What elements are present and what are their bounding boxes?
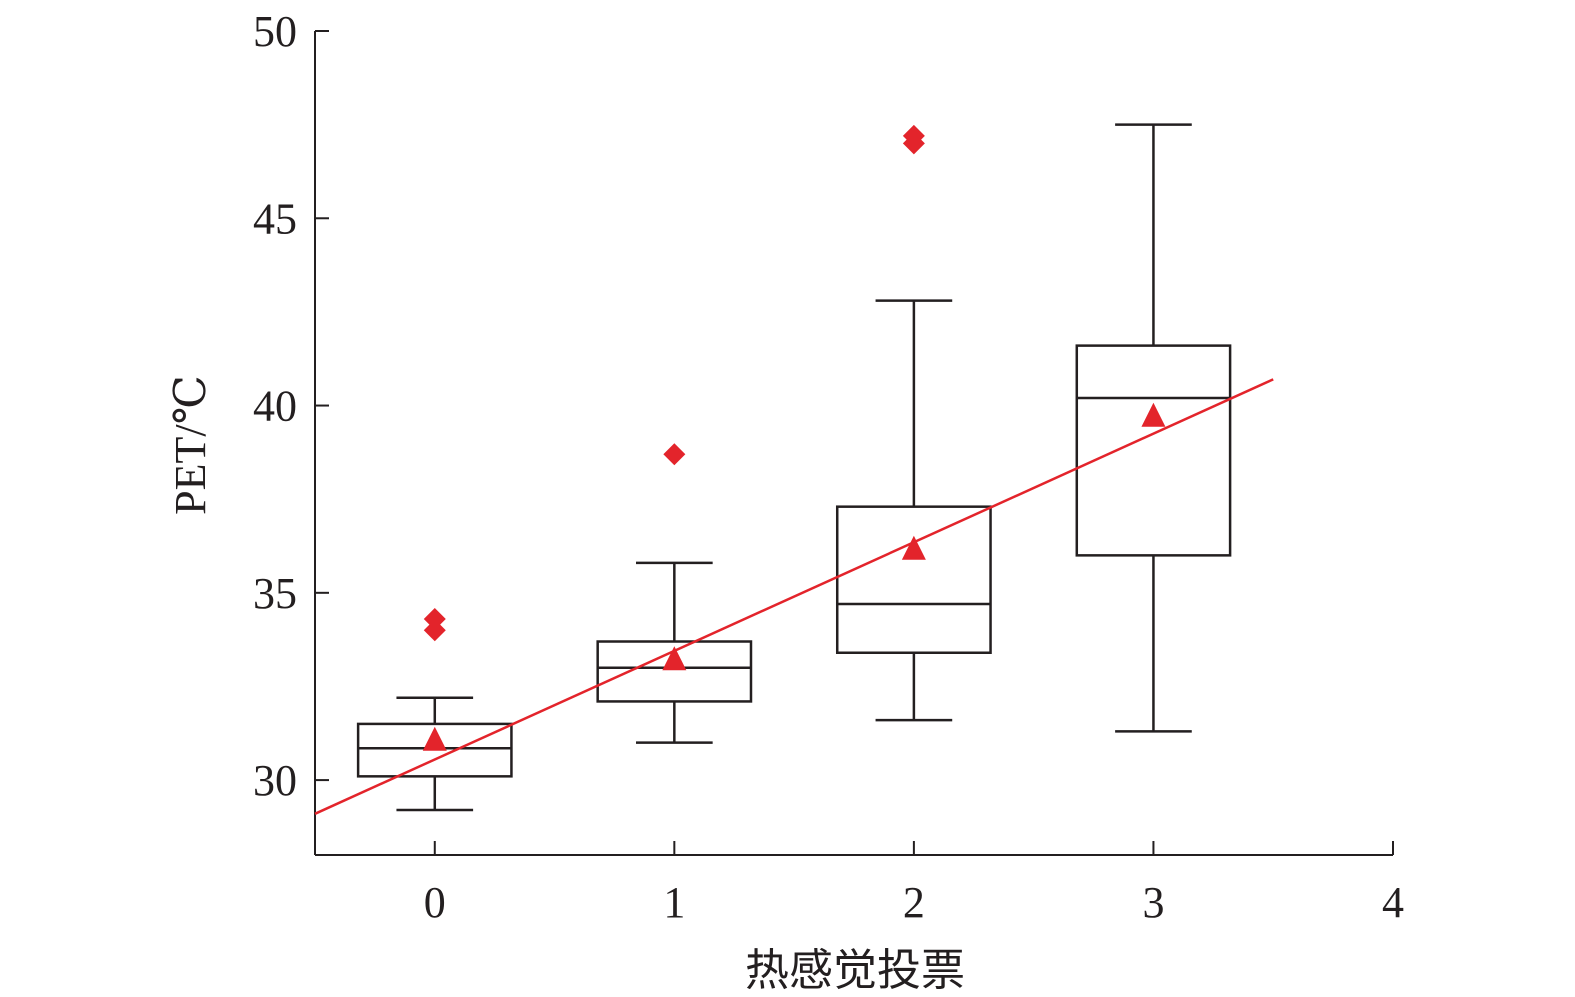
x-axis-title: 热感觉投票 bbox=[745, 946, 965, 995]
mean-marker bbox=[901, 535, 926, 560]
boxes bbox=[356, 123, 1232, 812]
box-iqr bbox=[596, 640, 753, 703]
x-tick-label: 3 bbox=[1142, 878, 1164, 927]
box-iqr bbox=[1075, 344, 1232, 557]
outlier-marker bbox=[423, 608, 446, 631]
outlier-marker bbox=[663, 443, 686, 466]
box-iqr bbox=[835, 505, 992, 654]
y-tick-label: 35 bbox=[253, 569, 297, 618]
x-tick-label: 1 bbox=[663, 878, 685, 927]
x-tick-label: 0 bbox=[424, 878, 446, 927]
mean-marker bbox=[422, 726, 447, 751]
y-tick-label: 45 bbox=[253, 194, 297, 243]
box-iqr bbox=[356, 722, 513, 778]
outlier-marker bbox=[902, 132, 925, 155]
markers bbox=[422, 124, 1166, 751]
y-axis-title: PET/℃ bbox=[166, 375, 215, 515]
x-tick-label: 2 bbox=[903, 878, 925, 927]
y-tick-label: 30 bbox=[253, 756, 297, 805]
mean-marker bbox=[662, 646, 687, 671]
fit-line bbox=[314, 378, 1274, 815]
fit-line-group bbox=[314, 378, 1274, 815]
y-tick-label: 40 bbox=[253, 382, 297, 431]
mean-marker bbox=[1141, 402, 1166, 427]
axes: 30 35 40 45 50 0 1 2 3 4 bbox=[253, 7, 1404, 927]
outlier-marker bbox=[423, 619, 446, 642]
x-tick-label: 4 bbox=[1382, 878, 1404, 927]
y-tick-label: 50 bbox=[253, 7, 297, 56]
